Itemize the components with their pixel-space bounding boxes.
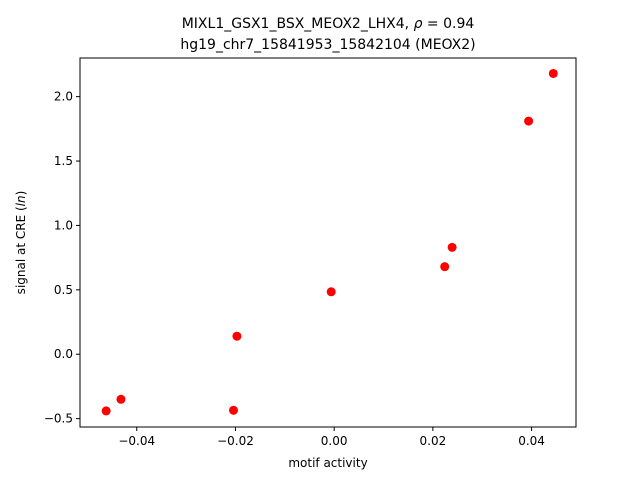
chart-title-line2: hg19_chr7_15841953_15842104 (MEOX2)	[180, 37, 475, 53]
data-point	[101, 406, 111, 416]
y-tick-label: 1.0	[54, 218, 73, 232]
plot-area: −0.04 −0.02 0.00 0.02 0.04 −0.5 0.0 0.5 1.0 1.5 2…	[44, 57, 577, 448]
data-point	[232, 331, 242, 341]
y-tick-label: −0.5	[44, 412, 73, 426]
x-tick-label: −0.04	[118, 434, 155, 448]
data-point	[116, 394, 126, 404]
y-tick-label: 0.5	[54, 283, 73, 297]
data-point	[447, 242, 457, 252]
x-axis-label: motif activity	[288, 456, 367, 470]
x-axis-ticks: −0.04 −0.02 0.00 0.02 0.04	[118, 427, 545, 448]
plot-frame	[79, 57, 577, 428]
y-tick-label: 0.0	[54, 347, 73, 361]
x-tick-label: −0.02	[217, 434, 254, 448]
y-axis-ticks: −0.5 0.0 0.5 1.0 1.5 2.0	[44, 90, 80, 426]
y-tick-label: 2.0	[54, 90, 73, 104]
y-tick-label: 1.5	[54, 154, 73, 168]
data-point	[440, 262, 450, 272]
x-tick-label: 0.04	[518, 434, 545, 448]
data-point	[524, 116, 534, 126]
x-tick-label: 0.02	[420, 434, 447, 448]
data-points	[101, 68, 558, 416]
y-axis-label: signal at CRE (ln)	[14, 191, 28, 295]
data-point	[548, 68, 558, 78]
data-point	[228, 405, 238, 415]
data-point	[326, 287, 336, 297]
x-tick-label: 0.00	[321, 434, 348, 448]
chart-title-line1: MIXL1_GSX1_BSX_MEOX2_LHX4, ρ = 0.94	[182, 16, 475, 32]
